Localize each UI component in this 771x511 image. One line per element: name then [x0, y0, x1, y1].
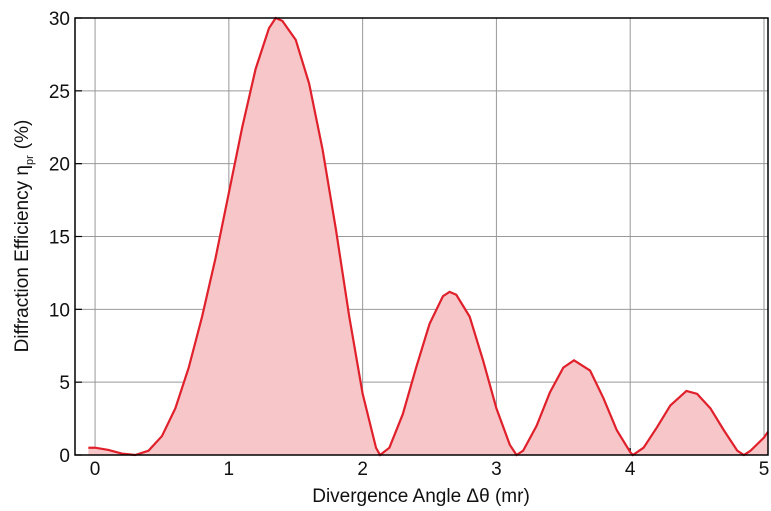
line: [88, 16, 769, 457]
y-axis-label: Diffraction Efficiency ηpr (%): [12, 120, 36, 353]
y-label-main: Diffraction Efficiency η: [12, 165, 33, 352]
y-tick-label: 0: [59, 446, 70, 467]
x-axis-label: Divergence Angle Δθ (mr): [312, 486, 530, 507]
y-tick-label: 30: [49, 9, 70, 30]
y-tick-label: 15: [49, 228, 70, 249]
area-fill: [88, 18, 768, 455]
y-tick-label: 20: [49, 155, 70, 176]
x-tick-label: 4: [625, 459, 636, 480]
y-tick-label: 25: [49, 82, 70, 103]
y-label-sub: pr: [24, 155, 36, 165]
y-label-unit: (%): [12, 120, 33, 150]
x-tick-label: 5: [759, 459, 770, 480]
y-tick-label: 5: [59, 373, 70, 394]
y-tick-label: 10: [49, 300, 70, 321]
x-tick-label: 0: [90, 459, 101, 480]
x-tick-label: 3: [491, 459, 502, 480]
plot-frame: [74, 17, 769, 456]
x-tick-label: 2: [357, 459, 368, 480]
x-tick-label: 1: [224, 459, 235, 480]
